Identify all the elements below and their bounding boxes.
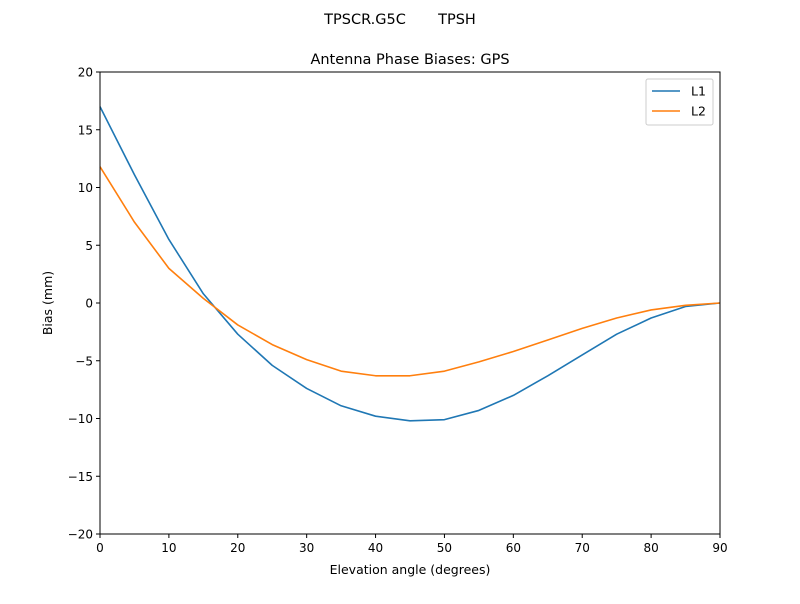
series-line-l1 [99, 106, 721, 422]
y-tick-label: −10 [68, 412, 93, 426]
y-tick-label: 0 [85, 297, 93, 311]
y-tick-label: 10 [78, 181, 93, 195]
y-tick-label: −5 [75, 354, 93, 368]
x-tick-label: 70 [575, 541, 590, 555]
y-axis-label: Bias (mm) [40, 271, 55, 335]
y-tick-label: −20 [68, 528, 93, 542]
x-tick-label: 30 [299, 541, 314, 555]
figure-suptitle: TPSCR.G5C TPSH [323, 12, 476, 28]
y-tick-label: 20 [78, 66, 93, 80]
x-tick-label: 60 [506, 541, 521, 555]
x-tick-label: 50 [437, 541, 452, 555]
y-tick-label: 5 [85, 239, 93, 253]
chart-title: Antenna Phase Biases: GPS [310, 52, 509, 68]
plot-area-frame [99, 71, 721, 535]
x-tick-label: 90 [712, 541, 727, 555]
x-tick-label: 80 [643, 541, 658, 555]
x-tick-label: 20 [230, 541, 245, 555]
x-tick-label: 0 [96, 541, 104, 555]
x-axis-label: Elevation angle (degrees) [330, 562, 491, 577]
legend-label-l2: L2 [691, 104, 706, 119]
series-line-l2 [99, 166, 721, 377]
y-tick-label: −15 [68, 470, 93, 484]
legend-label-l1: L1 [691, 84, 706, 99]
x-tick-label: 40 [368, 541, 383, 555]
y-tick-label: 15 [78, 123, 93, 137]
x-tick-label: 10 [161, 541, 176, 555]
